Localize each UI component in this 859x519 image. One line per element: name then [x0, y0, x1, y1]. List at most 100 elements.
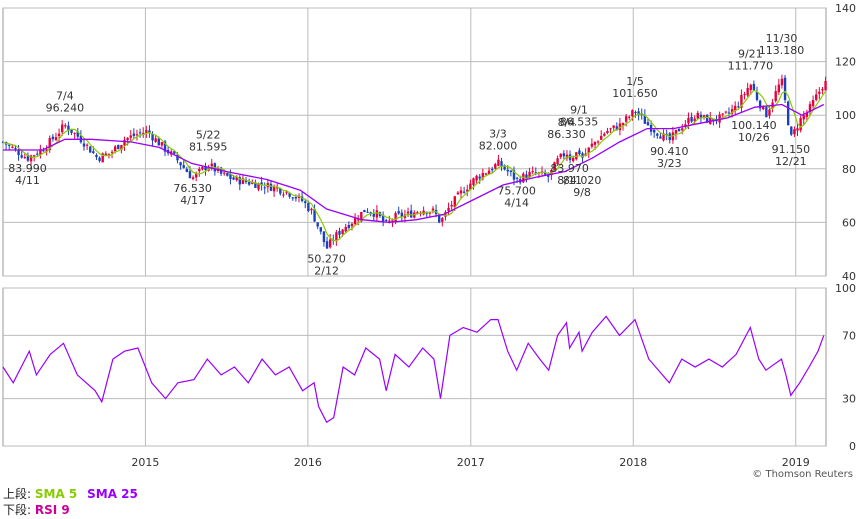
candle: [120, 145, 123, 150]
candle: [98, 157, 101, 161]
candle: [534, 172, 537, 174]
candle: [251, 182, 254, 184]
price-annotation: 3/3: [489, 127, 507, 140]
rsi-y-tick-label: 0: [849, 440, 856, 453]
candle: [201, 166, 204, 170]
candle: [385, 220, 388, 222]
credit: © Thomson Reuters: [752, 469, 853, 480]
candle: [494, 164, 497, 169]
price-annotation: 83.970: [550, 162, 589, 175]
candle: [350, 223, 354, 227]
candle: [730, 109, 734, 114]
price-annotation: 9/21: [738, 48, 763, 61]
candle: [562, 153, 566, 157]
candle: [275, 187, 279, 189]
candle: [441, 218, 444, 222]
candle: [92, 151, 95, 154]
price-annotation: 111.770: [728, 60, 774, 73]
price-annotation: 9/1: [570, 103, 588, 116]
legend-top-label: 上段:: [3, 487, 32, 501]
candle: [606, 130, 609, 134]
candle: [621, 123, 625, 126]
candle: [145, 130, 148, 134]
candle: [512, 170, 516, 180]
candle: [375, 210, 379, 218]
x-tick-label: 2015: [131, 456, 159, 469]
candle: [291, 197, 294, 199]
candle: [743, 94, 746, 96]
rsi-y-tick-label: 70: [842, 329, 856, 342]
candle: [229, 174, 232, 179]
candle: [325, 241, 329, 249]
candle: [409, 210, 413, 218]
price-annotation: 75.700: [497, 184, 536, 197]
candle: [157, 138, 160, 146]
candle: [543, 172, 547, 175]
candle: [338, 231, 341, 235]
candle: [590, 143, 594, 147]
candle: [603, 133, 606, 136]
candle: [70, 128, 73, 133]
candle: [547, 175, 550, 177]
candle: [762, 105, 765, 110]
price-annotation: 50.270: [307, 252, 346, 265]
candle: [805, 112, 809, 117]
candle: [300, 196, 304, 201]
price-annotation: 1/5: [626, 75, 644, 88]
candle: [76, 131, 79, 137]
candle: [587, 147, 590, 153]
candle: [95, 154, 98, 158]
candle: [73, 132, 76, 134]
candle: [244, 179, 248, 183]
candle: [257, 183, 260, 190]
rsi-line: [2, 315, 825, 424]
candle: [126, 137, 129, 141]
candle: [151, 134, 154, 141]
price-annotation: 4/17: [180, 194, 205, 207]
candle: [472, 178, 475, 185]
price-y-tick-label: 40: [842, 270, 856, 283]
candle: [777, 84, 781, 93]
candle: [696, 112, 700, 119]
candle: [824, 80, 827, 91]
candle: [241, 178, 245, 184]
candle: [702, 115, 706, 117]
candle: [263, 187, 266, 189]
candle: [328, 239, 332, 248]
candle: [11, 146, 14, 148]
legend-sma5: SMA 5: [34, 487, 78, 501]
candle: [724, 111, 728, 113]
candle: [148, 130, 151, 134]
price-annotation: 4/11: [15, 174, 40, 187]
candle: [282, 194, 285, 196]
price-annotation: 9/8: [573, 186, 591, 199]
candle: [565, 154, 569, 159]
candle: [553, 162, 556, 172]
candle: [316, 222, 319, 227]
candle: [23, 157, 27, 159]
candle: [487, 170, 491, 175]
candle: [780, 78, 784, 86]
price-annotation: 86.330: [547, 128, 586, 141]
candle: [818, 91, 821, 94]
legend-bottom: 下段: RSI 9: [3, 503, 70, 517]
price-annotation: 5/22: [196, 129, 221, 142]
candle: [285, 191, 288, 193]
candle: [509, 170, 513, 173]
candle: [394, 213, 397, 223]
candle: [618, 123, 622, 131]
candle: [406, 211, 410, 214]
candle: [556, 158, 559, 165]
candle: [288, 193, 291, 197]
candle: [528, 171, 531, 178]
candle: [238, 177, 241, 185]
candle: [42, 150, 45, 152]
candle: [400, 212, 404, 218]
candle: [727, 112, 731, 114]
candle: [786, 101, 790, 126]
price-annotation: 3/23: [657, 157, 682, 170]
x-tick-label: 2017: [457, 456, 485, 469]
candle: [26, 155, 30, 161]
legend-sma25: SMA 25: [87, 487, 138, 501]
candle: [160, 142, 164, 146]
